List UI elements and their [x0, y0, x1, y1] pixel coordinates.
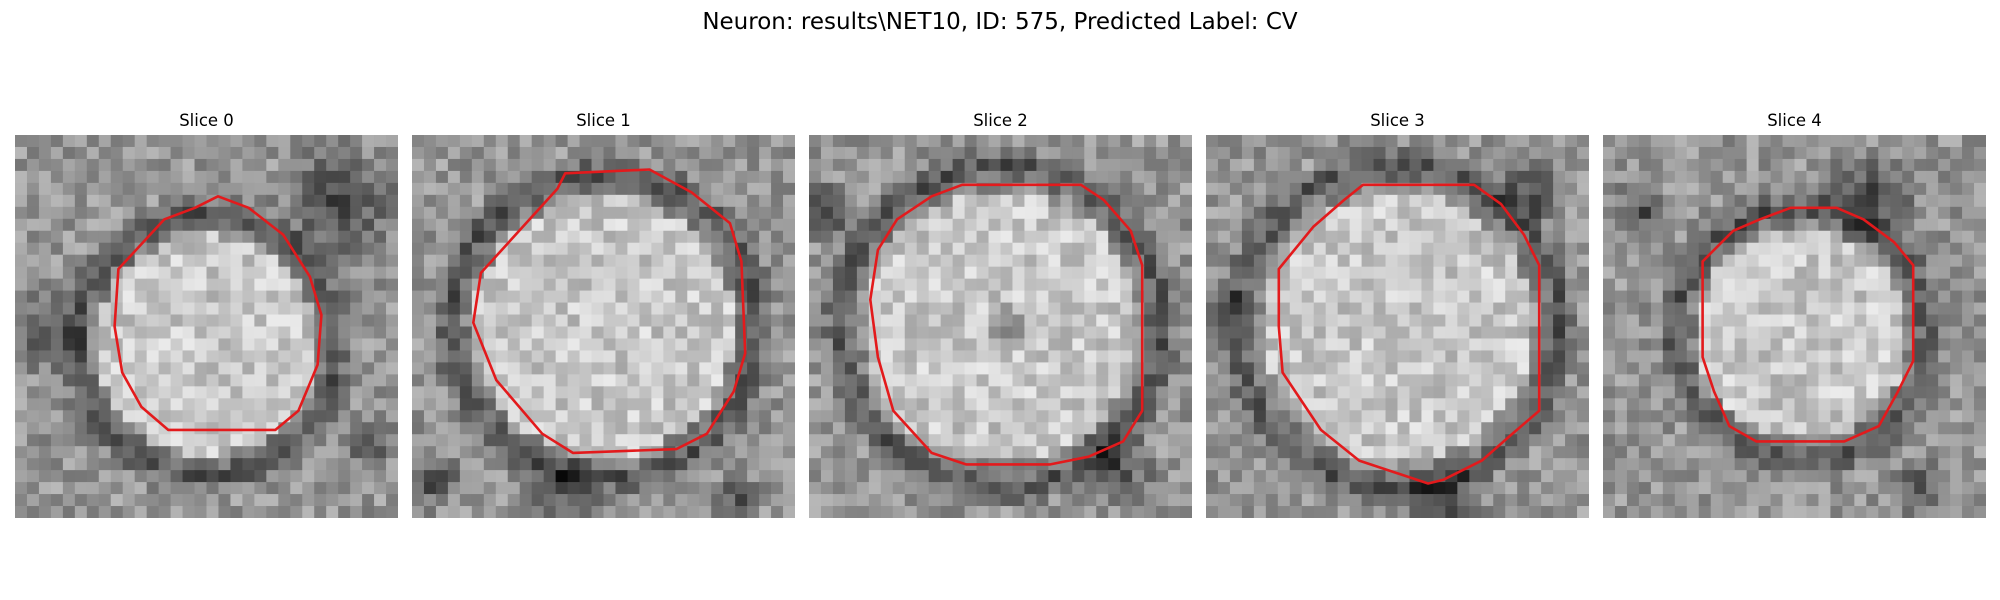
slice-title: Slice 4	[1767, 111, 1822, 130]
slice-title: Slice 2	[973, 111, 1028, 130]
slice-title: Slice 1	[576, 111, 631, 130]
slice-image-2	[809, 135, 1192, 518]
contour-outline	[1277, 183, 1541, 485]
slice-title: Slice 3	[1370, 111, 1425, 130]
figure-title: Neuron: results\NET10, ID: 575, Predicte…	[702, 9, 1298, 35]
slice-image-0	[15, 135, 398, 518]
slice-title: Slice 0	[179, 111, 234, 130]
slice-image-1	[412, 135, 795, 518]
slice-image-4	[1603, 135, 1986, 518]
slice-image-3	[1206, 135, 1589, 518]
contour-outline	[868, 183, 1144, 466]
contour-outline	[1701, 206, 1915, 443]
contour-outline	[471, 168, 747, 455]
contour-outline	[113, 194, 323, 432]
